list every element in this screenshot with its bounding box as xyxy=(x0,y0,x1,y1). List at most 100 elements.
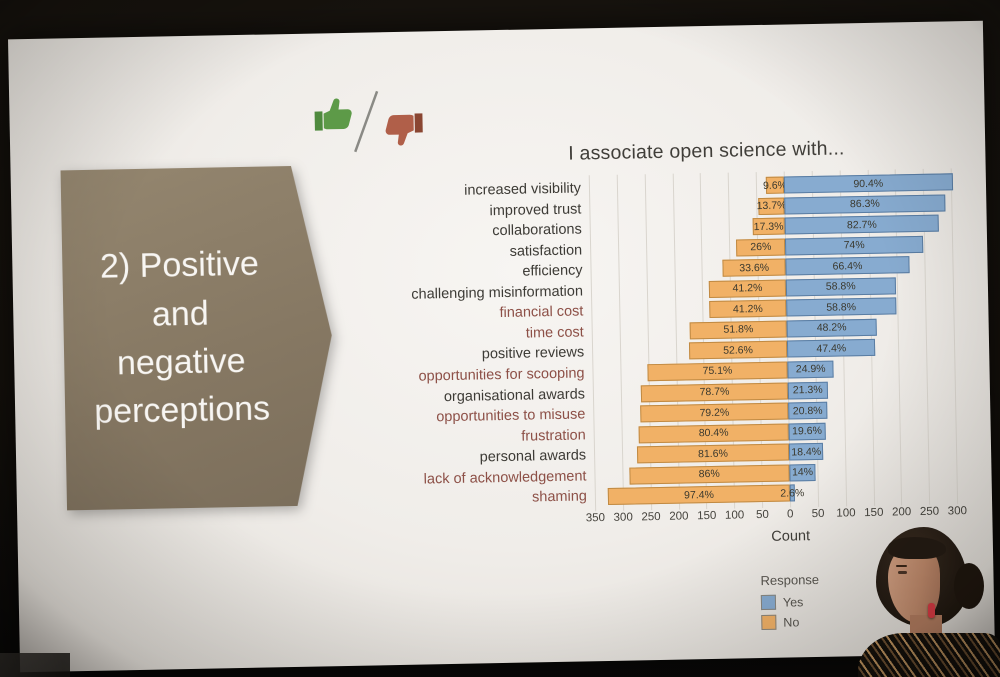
pct-label: 80.4% xyxy=(698,426,729,440)
category-label: shaming xyxy=(531,488,588,506)
pct-label: 82.7% xyxy=(846,218,877,231)
bar-yes: 58.8% xyxy=(786,297,897,317)
category-label: personal awards xyxy=(479,447,587,466)
category-label: challenging misinformation xyxy=(411,283,584,303)
pct-label: 41.2% xyxy=(732,302,763,316)
x-tick-label: 50 xyxy=(755,508,769,522)
chart-legend: Response Yes No xyxy=(760,572,820,635)
bar-no: 86% xyxy=(628,464,790,485)
pct-label: 26% xyxy=(750,240,772,254)
x-tick-label: 350 xyxy=(585,512,606,525)
speaker-torso xyxy=(858,633,1000,677)
bar-yes: 20.8% xyxy=(788,401,828,420)
chart: I associate open science with... increas… xyxy=(340,127,984,579)
pct-label: 41.2% xyxy=(732,282,763,295)
section-banner: 2) Positive and negative perceptions xyxy=(61,165,335,510)
category-label: collaborations xyxy=(492,221,582,240)
pct-label: 21.3% xyxy=(792,383,823,397)
x-tick-label: 50 xyxy=(811,507,825,521)
legend-title: Response xyxy=(760,571,820,589)
banner-line: 2) Positive xyxy=(99,245,260,287)
pct-label: 20.8% xyxy=(792,404,823,417)
pct-label: 58.8% xyxy=(825,280,856,294)
x-tick-label: 100 xyxy=(724,509,745,522)
category-label: satisfaction xyxy=(509,242,583,260)
category-label: frustration xyxy=(521,426,586,445)
bar-yes: 74% xyxy=(784,235,924,256)
x-tick-label: 150 xyxy=(697,509,717,523)
x-axis-label: Count xyxy=(771,528,811,545)
x-tick-label: 200 xyxy=(669,510,689,523)
chart-plot-area: increased visibility 9.6% 90.4% improved tr… xyxy=(341,168,965,514)
speaker-person xyxy=(858,525,1000,677)
speaker-eyebrow xyxy=(896,565,907,567)
bar-yes: 48.2% xyxy=(786,318,877,338)
section-title: 2) Positive and negative perceptions xyxy=(91,239,304,436)
bar-yes: 82.7% xyxy=(784,214,940,235)
pct-label: 18.4% xyxy=(791,445,822,459)
legend-item-yes: Yes xyxy=(760,594,820,611)
bar-yes: 18.4% xyxy=(788,442,824,461)
bar-yes: 24.9% xyxy=(787,360,835,379)
pct-label: 66.4% xyxy=(832,259,863,273)
legend-swatch-no xyxy=(761,614,777,631)
category-label: opportunities to misuse xyxy=(436,406,586,426)
presentation-slide: 2) Positive and negative perceptions I a… xyxy=(8,20,995,673)
thumbs-icons xyxy=(309,87,428,155)
pct-label: 51.8% xyxy=(723,323,754,337)
speaker-eye xyxy=(898,571,907,574)
bar-no: 97.4% xyxy=(607,484,791,506)
x-tick-label: 250 xyxy=(641,510,661,524)
thumbs-up-icon xyxy=(314,98,352,131)
pct-label: 33.6% xyxy=(739,261,770,275)
bar-no: 81.6% xyxy=(636,443,790,464)
foreground-object xyxy=(0,653,70,677)
bar-yes: 47.4% xyxy=(786,339,876,358)
legend-item-no: No xyxy=(761,614,820,631)
bar-no: 33.6% xyxy=(722,258,786,277)
pct-label: 81.6% xyxy=(697,447,728,460)
chart-title: I associate open science with... xyxy=(568,137,845,165)
x-tick-label: 300 xyxy=(613,511,633,524)
pct-label: 97.4% xyxy=(683,488,714,502)
bar-no: 75.1% xyxy=(647,361,788,382)
slash-divider xyxy=(354,90,379,153)
bar-no: 51.8% xyxy=(689,320,787,340)
speaker-earring xyxy=(928,603,935,618)
bar-no: 41.2% xyxy=(708,279,787,298)
pct-label: 74% xyxy=(843,239,865,252)
pct-label: 90.4% xyxy=(853,177,884,190)
category-label: financial cost xyxy=(499,303,584,322)
bar-yes: 58.8% xyxy=(785,277,896,297)
bar-no: 9.6% xyxy=(763,176,787,194)
pct-label: 47.4% xyxy=(816,342,847,355)
bar-yes: 2.6% xyxy=(780,484,804,502)
bar-no: 17.3% xyxy=(752,217,785,236)
bar-no: 41.2% xyxy=(709,299,787,319)
category-label: organisational awards xyxy=(443,385,586,405)
x-tick-label: 100 xyxy=(836,507,856,520)
pct-label: 79.2% xyxy=(699,406,730,419)
x-tick-label: 250 xyxy=(919,505,940,518)
category-label: increased visibility xyxy=(463,180,582,199)
pct-label: 75.1% xyxy=(702,365,733,378)
banner-line: perceptions xyxy=(93,389,271,432)
category-label: time cost xyxy=(525,324,584,342)
banner-line: negative xyxy=(116,341,246,383)
bar-no: 13.7% xyxy=(757,197,787,215)
speaker-hairline xyxy=(888,537,946,559)
pct-label: 78.7% xyxy=(699,385,730,399)
bar-yes: 21.3% xyxy=(787,381,828,400)
bar-yes: 90.4% xyxy=(783,173,953,194)
speaker-hair-bun xyxy=(954,563,984,609)
pct-label: 19.6% xyxy=(791,424,822,438)
legend-swatch-yes xyxy=(760,594,777,611)
bar-yes: 66.4% xyxy=(785,256,910,276)
bar-no: 79.2% xyxy=(640,402,789,423)
bar-no: 52.6% xyxy=(688,340,788,360)
category-label: opportunities for scooping xyxy=(418,365,585,385)
bar-no: 80.4% xyxy=(638,423,789,443)
category-label: lack of acknowledgement xyxy=(423,468,587,488)
x-tick-label: 200 xyxy=(891,506,912,519)
